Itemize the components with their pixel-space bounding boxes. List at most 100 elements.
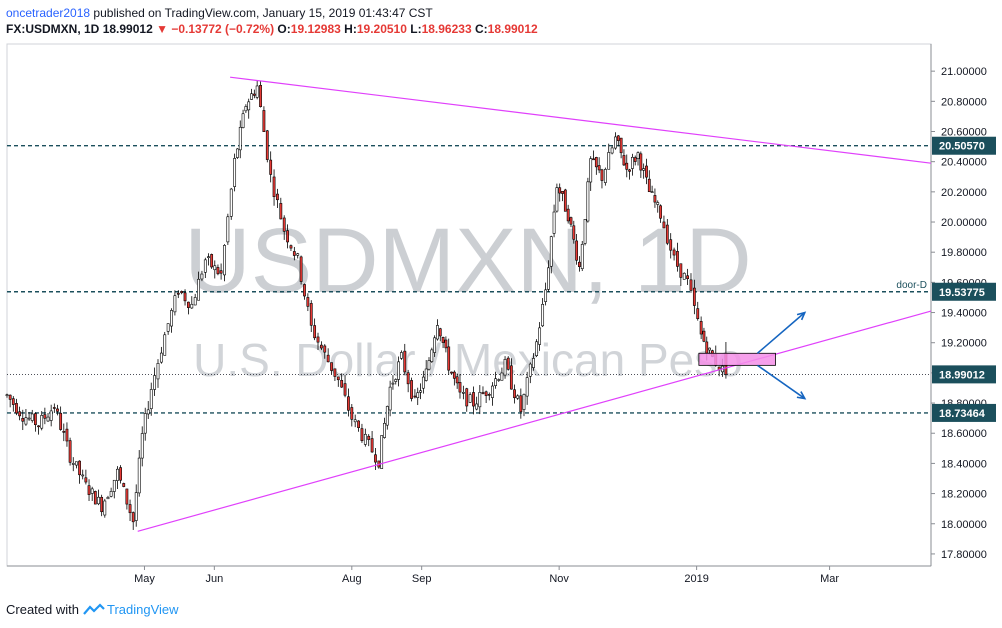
candle-body <box>97 496 100 505</box>
candle-body <box>603 169 607 183</box>
candle-body <box>427 360 431 370</box>
candle-body <box>241 113 245 128</box>
symbol-label: FX:USDMXN, 1D <box>6 22 100 36</box>
candle-body <box>416 392 420 398</box>
candle-body <box>319 344 323 349</box>
candle-body <box>210 254 214 268</box>
candle-body <box>330 362 333 371</box>
candle-body <box>166 323 170 332</box>
low-value: 18.96233 <box>421 22 472 36</box>
candle-body <box>679 263 683 278</box>
chart-header: oncetrader2018 published on TradingView.… <box>6 5 538 37</box>
candle-body <box>100 496 104 513</box>
candle-body <box>350 407 354 420</box>
candle-body <box>541 304 545 327</box>
candle-body <box>578 261 581 267</box>
candle-body <box>586 181 590 222</box>
tradingview-link[interactable]: TradingView <box>106 602 179 617</box>
candle-body <box>447 346 451 371</box>
candle-body <box>219 270 223 274</box>
candle-body <box>187 301 190 308</box>
candle-body <box>436 325 439 340</box>
price-tick-label: 20.00000 <box>941 217 987 229</box>
candle-body <box>491 385 494 398</box>
candle-body <box>153 375 157 390</box>
price-tick-label: 19.80000 <box>941 247 987 259</box>
candle-body <box>452 371 456 379</box>
candle-body <box>180 291 184 294</box>
price-label-text: 18.99012 <box>939 369 985 381</box>
candle-body <box>37 425 40 428</box>
candle-body <box>159 352 163 363</box>
time-tick-label: Nov <box>549 573 569 585</box>
candle-body <box>176 292 180 295</box>
candle-body <box>438 328 442 337</box>
candle-body <box>630 156 634 169</box>
candle-body <box>156 363 160 380</box>
candle-body <box>549 236 553 267</box>
candle-body <box>594 157 598 168</box>
created-with-text: Created with <box>6 602 79 617</box>
candle-body <box>200 273 204 280</box>
candle-body <box>413 395 417 398</box>
candle-body <box>78 460 81 476</box>
candle-body <box>633 157 637 162</box>
candle-body <box>394 379 398 382</box>
candle-body <box>555 187 559 212</box>
candle-body <box>21 417 25 422</box>
candle-body <box>708 347 711 351</box>
candle-body <box>213 265 217 271</box>
candle-body <box>614 136 617 149</box>
candle-body <box>216 267 220 275</box>
candle-body <box>112 479 116 492</box>
candle-body <box>272 176 276 198</box>
candle-body <box>503 359 507 376</box>
candle-body <box>625 162 629 170</box>
candle-body <box>11 398 15 405</box>
candle-body <box>622 155 626 166</box>
trendline <box>230 76 932 164</box>
candle-body <box>289 245 293 249</box>
candle-body <box>226 216 230 243</box>
candle-body <box>645 165 648 178</box>
candle-body <box>128 504 132 514</box>
candle-body <box>383 422 386 438</box>
price-label-box <box>932 365 996 384</box>
candle-body <box>487 394 491 396</box>
candle-body <box>558 187 562 194</box>
price-label-text: 20.50570 <box>939 141 985 153</box>
candle-body <box>363 433 367 445</box>
candle-body <box>583 219 587 244</box>
candle-body <box>259 84 262 107</box>
candle-body <box>367 435 371 440</box>
candle-body <box>316 336 320 343</box>
candle-body <box>183 292 187 302</box>
trendline <box>137 310 932 532</box>
arrow-shaft <box>756 311 806 354</box>
candle-body <box>370 438 374 453</box>
author-link[interactable]: oncetrader2018 <box>6 6 91 20</box>
candle-body <box>40 415 44 429</box>
candle-body <box>650 191 654 193</box>
candle-body <box>475 403 479 410</box>
candle-body <box>484 391 488 396</box>
candle-body <box>676 251 679 267</box>
price-tick-label: 19.20000 <box>941 338 987 350</box>
candle-body <box>433 337 437 353</box>
candle-body <box>399 352 403 359</box>
candle-body <box>478 392 482 408</box>
candle-body <box>75 461 78 466</box>
candle-body <box>146 409 150 415</box>
candle-body <box>636 152 640 159</box>
price-tick-label: 18.60000 <box>941 428 987 440</box>
candle-body <box>262 110 266 132</box>
candle-body <box>170 310 173 327</box>
candle-body <box>119 467 122 481</box>
candle-body <box>68 440 72 463</box>
watermark-symbol: USDMXN, 1D <box>184 210 751 312</box>
published-text: published on TradingView.com, January 15… <box>93 6 433 20</box>
candle-body <box>103 500 107 516</box>
candle-body <box>662 221 666 229</box>
candle-body <box>391 382 395 385</box>
candle-body <box>276 193 279 201</box>
